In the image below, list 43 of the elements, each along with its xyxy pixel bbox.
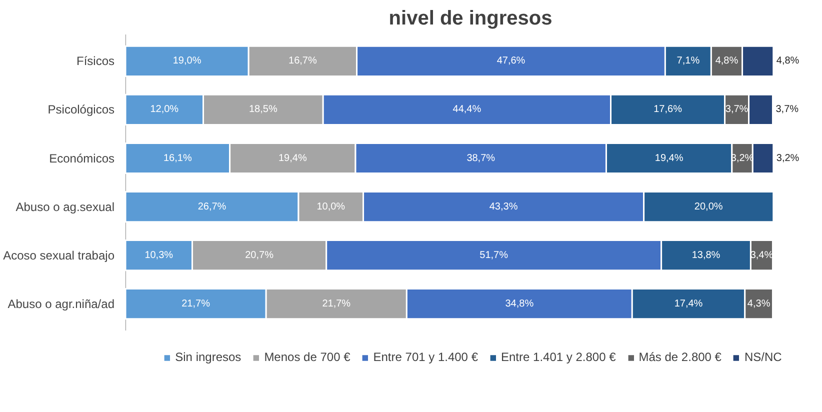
data-label: 3,7% (725, 104, 748, 116)
legend-label: NS/NC (744, 350, 782, 364)
data-label: 21,7% (182, 298, 210, 310)
y-tick-label: Abuso o agr.niña/ad (8, 296, 115, 311)
legend-label: Sin ingresos (175, 350, 242, 364)
data-label: 47,6% (496, 56, 526, 67)
data-label: 17,4% (674, 298, 703, 310)
legend-label: Menos de 700 € (264, 350, 350, 364)
data-label: 17,6% (654, 104, 682, 116)
legend-label: Entre 1.401 y 2.800 € (501, 350, 616, 364)
data-label: 18,5% (249, 104, 278, 116)
y-tick-label: Psicológicos (48, 102, 115, 117)
data-label: 12,0% (150, 104, 179, 116)
data-label: 20,0% (694, 201, 723, 212)
data-label: 21,7% (322, 298, 351, 310)
data-label: 19,4% (654, 152, 684, 164)
data-label: 51,7% (480, 250, 508, 261)
data-label: 3,7% (776, 104, 799, 116)
y-tick-label: Físicos (76, 54, 115, 68)
data-label: 4,8% (776, 56, 800, 67)
data-label: 4,8% (715, 56, 738, 67)
data-label: 16,1% (163, 152, 192, 164)
data-label: 16,7% (288, 56, 317, 67)
data-label: 19,4% (278, 152, 307, 164)
data-label: 7,1% (676, 56, 700, 67)
data-label: 20,7% (245, 250, 274, 261)
data-label: 26,7% (198, 201, 226, 212)
data-label: 10,3% (144, 250, 174, 261)
data-label: 13,8% (692, 250, 720, 261)
data-label: 38,7% (466, 152, 496, 164)
data-label: 3,2% (776, 152, 800, 164)
legend-label: Entre 701 y 1.400 € (373, 350, 478, 364)
y-tick-label: Abuso o ag.sexual (16, 200, 115, 214)
legend-label: Más de 2.800 € (638, 350, 722, 364)
data-label: 43,3% (489, 201, 518, 212)
data-label: 4,3% (747, 298, 770, 310)
y-tick-label: Económicos (49, 151, 115, 166)
data-label: 34,8% (505, 298, 534, 310)
chart-title: nivel de ingresos (388, 8, 552, 30)
data-label: 19,0% (172, 56, 202, 67)
y-tick-label: Acoso sexual trabajo (3, 248, 115, 262)
data-label: 10,0% (316, 201, 346, 212)
data-label: 44,4% (452, 104, 482, 116)
